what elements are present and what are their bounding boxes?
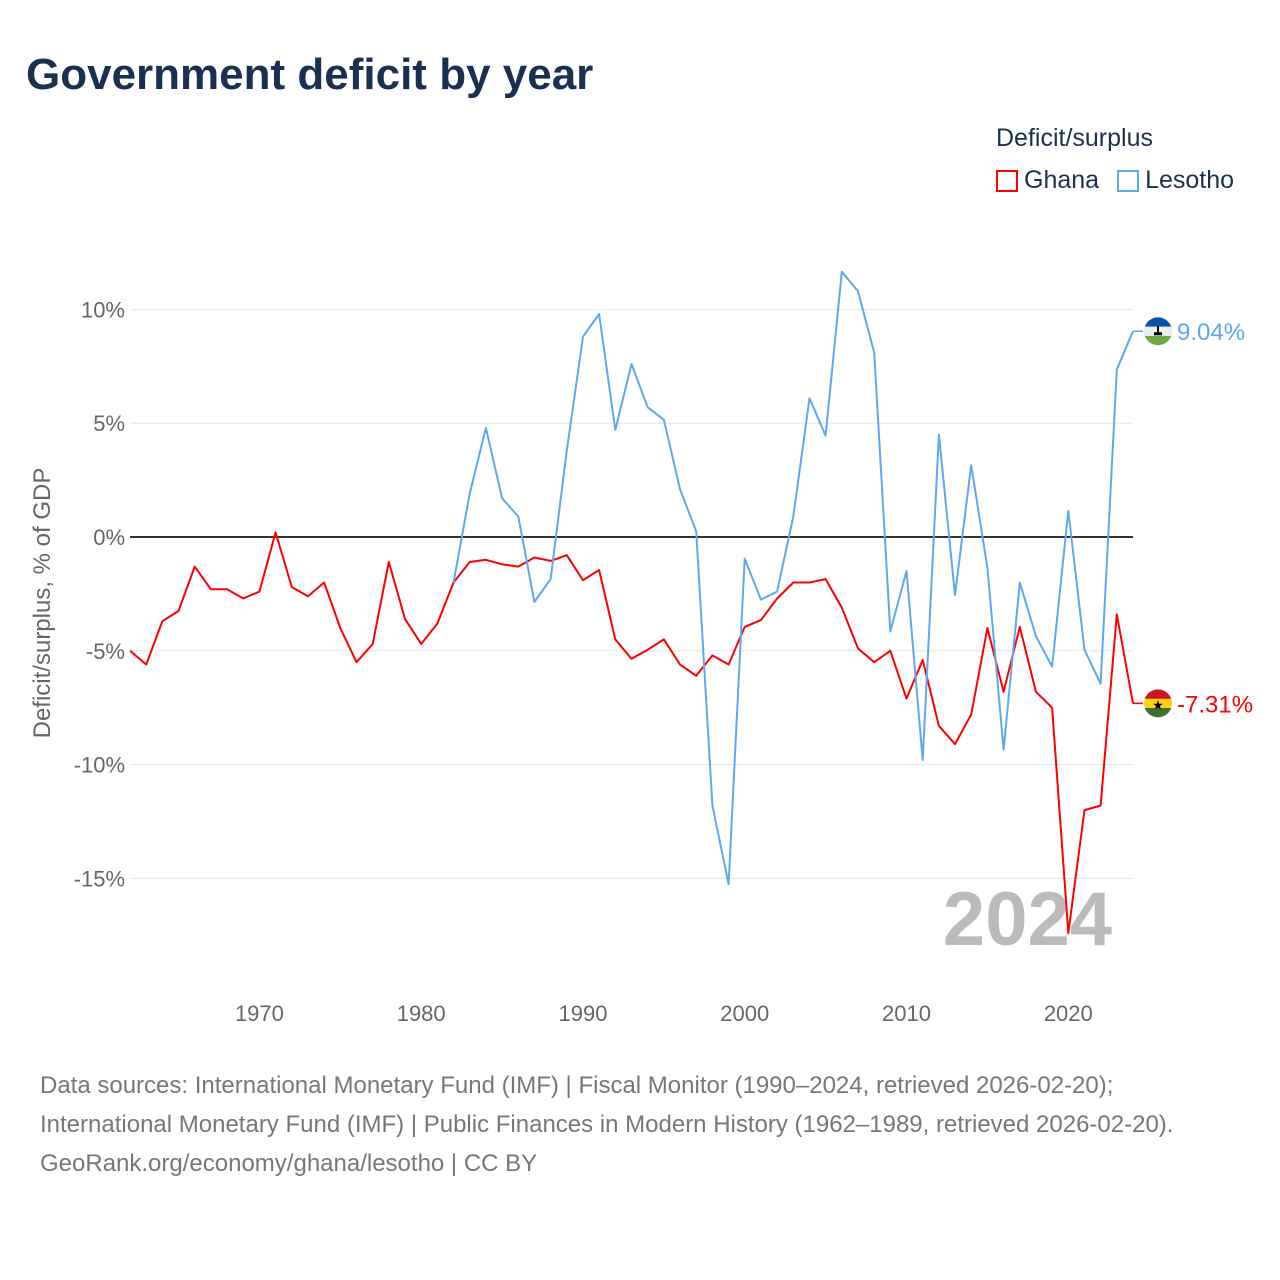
lesotho-flag-icon — [1144, 317, 1172, 346]
legend-item-lesotho[interactable]: Lesotho — [1117, 166, 1234, 195]
footer: Data sources: International Monetary Fun… — [40, 1066, 1240, 1183]
legend-label: Ghana — [1024, 166, 1100, 194]
legend-label: Lesotho — [1145, 166, 1235, 194]
y-tick-label: -15% — [74, 866, 125, 891]
x-tick-label: 2010 — [882, 1001, 931, 1026]
data-sources: Data sources: International Monetary Fun… — [40, 1072, 1174, 1138]
y-tick-label: 5% — [93, 411, 125, 436]
x-tick-label: 1970 — [235, 1001, 284, 1026]
series-line-lesotho[interactable] — [452, 270, 1134, 886]
end-value-label: 9.04% — [1177, 319, 1245, 346]
y-tick-label: 0% — [93, 525, 125, 550]
x-tick-label: 1990 — [558, 1001, 607, 1026]
end-value-label: -7.31% — [1177, 691, 1253, 718]
line-chart: 10% 5% 0% -5% -10% -15% 1970 1980 1990 2000 2010 20… — [29, 270, 1253, 1026]
x-tick-label: 1980 — [397, 1001, 446, 1026]
chart-title: Government deficit by year — [26, 50, 594, 99]
ghana-flag-icon: ★ — [1144, 689, 1172, 718]
y-axis-label: Deficit/surplus, % of GDP — [29, 468, 56, 739]
svg-text:★: ★ — [1152, 697, 1164, 712]
y-tick-label: -10% — [74, 753, 125, 778]
credit-link[interactable]: GeoRank.org/economy/ghana/lesotho | CC B… — [40, 1150, 538, 1177]
legend-swatch-lesotho — [1117, 169, 1140, 192]
x-tick-label: 2000 — [720, 1001, 769, 1026]
y-tick-label: -5% — [86, 639, 125, 664]
legend-item-ghana[interactable]: Ghana — [996, 166, 1099, 195]
legend-swatch-ghana — [996, 169, 1018, 192]
series-line-ghana[interactable] — [129, 531, 1134, 934]
x-tick-label: 2020 — [1044, 1001, 1093, 1026]
legend: Ghana Lesotho — [996, 166, 1234, 195]
y-tick-label: 10% — [81, 297, 125, 322]
year-watermark: 2024 — [943, 877, 1112, 962]
legend-title: Deficit/surplus — [996, 124, 1153, 152]
